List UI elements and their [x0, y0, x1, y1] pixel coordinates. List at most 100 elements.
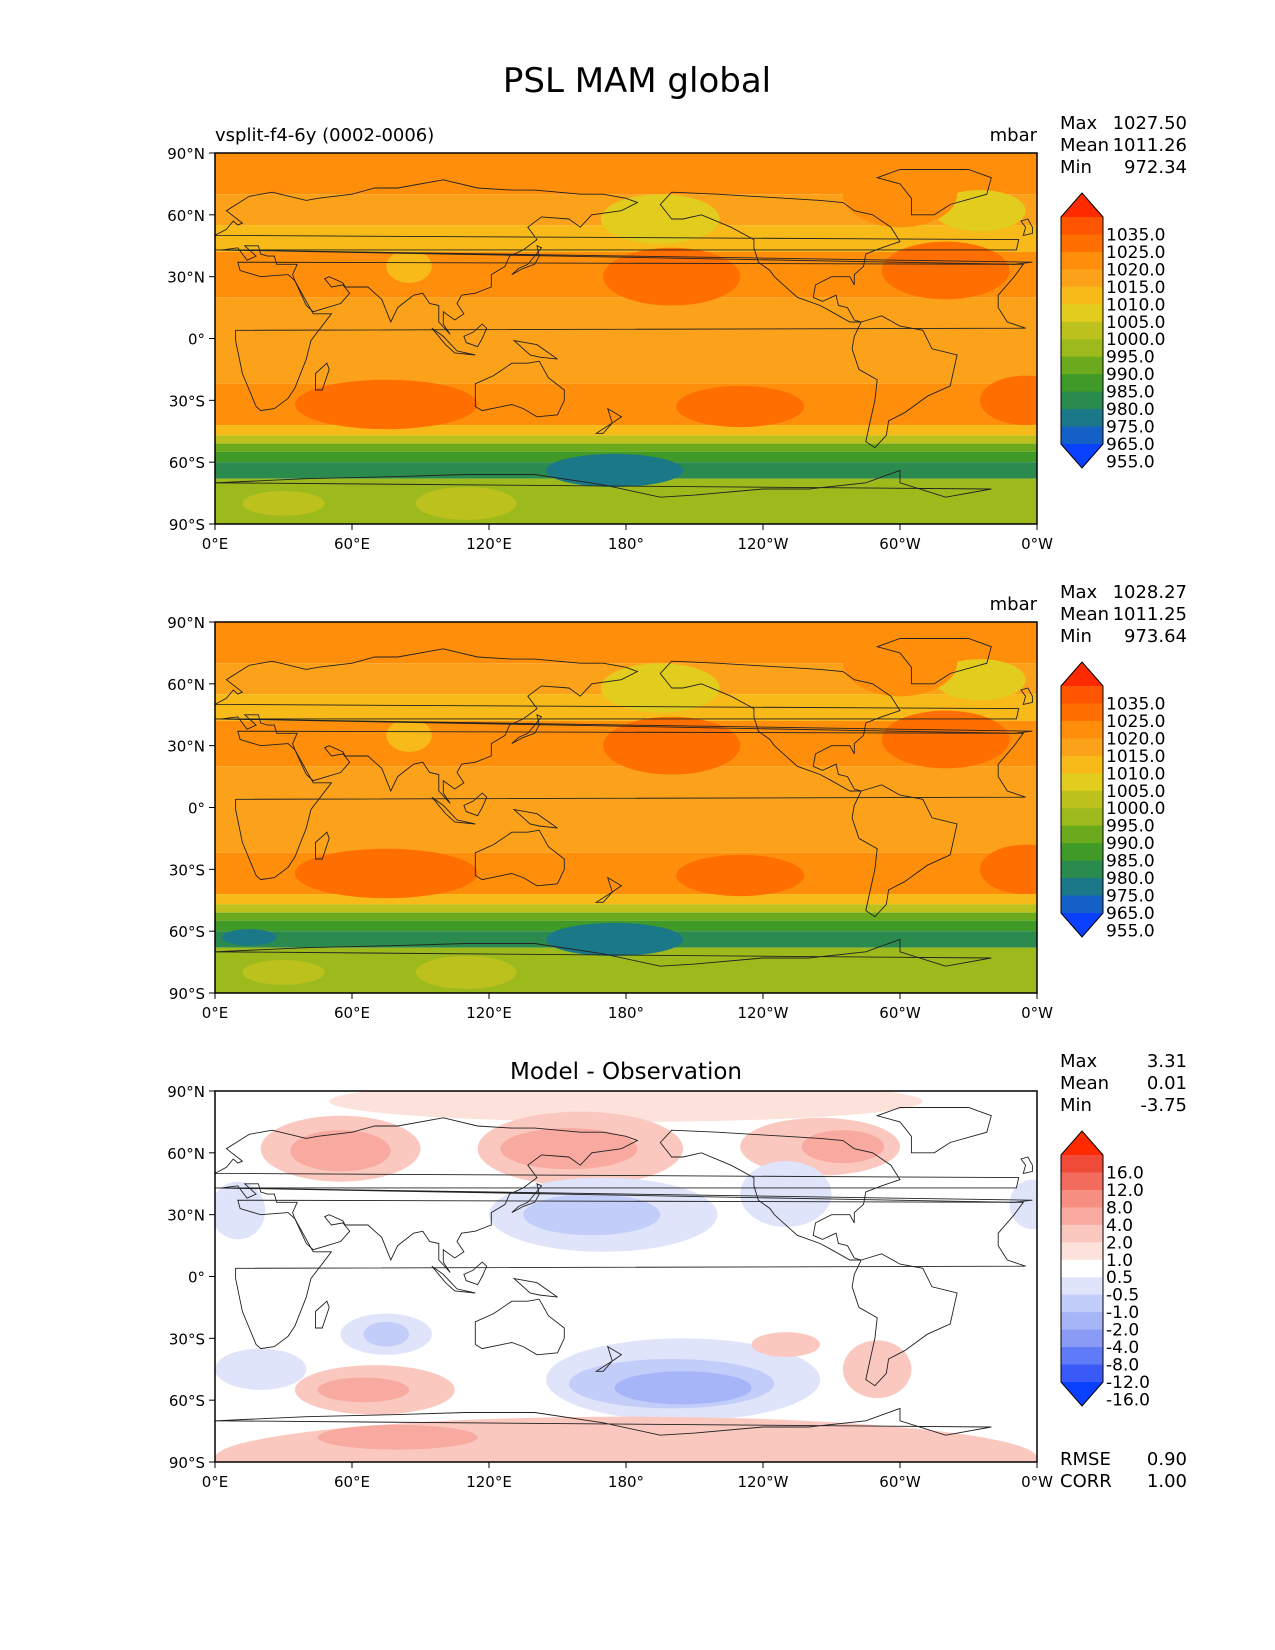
- lat-tick-label: 60°N: [167, 207, 205, 225]
- colorbar-tick-label: -16.0: [1106, 1390, 1150, 1410]
- field-contour: [603, 716, 741, 775]
- colorbar-segment: [1061, 426, 1103, 445]
- field-contour: [242, 960, 325, 985]
- coastline: [431, 796, 476, 825]
- field-contour: [242, 491, 325, 516]
- colorbar-extend-max: [1061, 193, 1103, 217]
- coastline: [463, 1261, 488, 1286]
- coastline: [851, 315, 958, 449]
- coastline: [512, 1277, 558, 1298]
- lon-tick-label: 0°E: [202, 1473, 229, 1491]
- lat-tick-label: 60°S: [169, 923, 205, 941]
- stat-value: -3.75: [1140, 1095, 1187, 1116]
- colorbar-segment: [1061, 1364, 1103, 1383]
- colorbar: 1035.01025.01020.01015.01010.01005.01000…: [1060, 192, 1165, 472]
- coastline: [851, 1253, 958, 1387]
- field-contour: [603, 247, 741, 306]
- lat-tick-label: 30°S: [169, 861, 205, 879]
- colorbar-tick-label: 1015.0: [1106, 747, 1165, 767]
- lat-tick-label: 0°: [188, 331, 205, 349]
- field-contour: [842, 1340, 912, 1399]
- lat-tick-label: 30°N: [167, 1207, 205, 1225]
- lat-tick-label: 90°S: [169, 1454, 205, 1472]
- lat-tick-label: 30°S: [169, 1330, 205, 1348]
- colorbar-extend-min: [1061, 913, 1103, 937]
- coastlines: [215, 169, 1033, 524]
- lon-tick-label: 0°E: [202, 535, 229, 553]
- coastline: [431, 1265, 476, 1294]
- colorbar-segment: [1061, 720, 1103, 739]
- colorbar-segment: [1061, 1207, 1103, 1226]
- lon-tick-label: 0°W: [1021, 1473, 1053, 1491]
- colorbar-tick-label: -1.0: [1106, 1303, 1139, 1323]
- colorbar-segment: [1061, 269, 1103, 288]
- field-contour: [740, 1161, 832, 1228]
- colorbar-segment: [1061, 251, 1103, 270]
- field-contour: [1009, 1179, 1037, 1230]
- coastlines: [215, 1107, 1033, 1462]
- field-band: [215, 912, 1037, 921]
- coastline: [215, 469, 992, 524]
- lon-tick-label: 0°W: [1021, 535, 1053, 553]
- field-contour: [751, 1332, 821, 1357]
- coastline: [215, 1117, 1033, 1273]
- colorbar-tick-label: 980.0: [1106, 400, 1155, 420]
- coastline: [594, 407, 623, 434]
- colorbar-tick-label: -2.0: [1106, 1321, 1139, 1341]
- colorbar-tick-label: 1005.0: [1106, 313, 1165, 333]
- field-contour: [290, 1130, 391, 1172]
- field-contour: [415, 486, 517, 520]
- lat-tick-label: 90°N: [167, 1083, 205, 1101]
- colorbar-tick-label: 965.0: [1106, 904, 1155, 924]
- field-contour: [676, 854, 805, 897]
- colorbar-segment: [1061, 843, 1103, 862]
- field-contour: [600, 194, 720, 244]
- lat-tick-label: 30°S: [169, 392, 205, 410]
- colorbar-tick-label: 975.0: [1106, 887, 1155, 907]
- field-band: [215, 894, 1037, 905]
- coastline: [463, 323, 488, 348]
- colorbar-segment: [1061, 1277, 1103, 1296]
- colorbar-segment: [1061, 790, 1103, 809]
- colorbar-segment: [1061, 878, 1103, 897]
- colorbar-segment: [1061, 217, 1103, 235]
- lat-tick-label: 60°N: [167, 1145, 205, 1163]
- coastline: [315, 362, 330, 391]
- extra-stat-label: RMSE: [1060, 1449, 1111, 1470]
- colorbar-segment: [1061, 703, 1103, 722]
- lon-tick-label: 60°W: [879, 535, 921, 553]
- colorbar-tick-label: 985.0: [1106, 852, 1155, 872]
- coastline: [235, 261, 1026, 412]
- colorbar-tick-label: 975.0: [1106, 418, 1155, 438]
- colorbar-tick-label: 12.0: [1106, 1181, 1144, 1201]
- colorbar-tick-label: 2.0: [1106, 1233, 1133, 1253]
- colorbar-tick-label: 955.0: [1106, 452, 1155, 472]
- lon-tick-label: 0°E: [202, 1004, 229, 1022]
- field-band: [215, 904, 1037, 913]
- coastline: [659, 1129, 901, 1261]
- lon-tick-label: 180°: [608, 1473, 644, 1491]
- lon-tick-label: 120°W: [738, 1473, 789, 1491]
- lon-tick-label: 180°: [608, 1004, 644, 1022]
- extra-stat-label: CORR: [1060, 1471, 1112, 1492]
- coastlines: [215, 638, 1033, 993]
- lat-tick-label: 30°N: [167, 738, 205, 756]
- field-contour: [934, 659, 1026, 701]
- colorbar-segment: [1061, 738, 1103, 757]
- field-contour: [676, 385, 805, 428]
- stat-value: 1011.26: [1113, 135, 1187, 156]
- colorbar-tick-label: 1025.0: [1106, 243, 1165, 263]
- lat-tick-label: 0°: [188, 1269, 205, 1287]
- colorbar-tick-label: 1005.0: [1106, 782, 1165, 802]
- field-contour: [215, 1348, 307, 1390]
- colorbar-tick-label: 995.0: [1106, 817, 1155, 837]
- extra-stat-value: 1.00: [1147, 1471, 1187, 1492]
- lat-tick-label: 90°N: [167, 614, 205, 632]
- coastline: [1020, 687, 1033, 706]
- field-contour: [934, 190, 1026, 232]
- coastline: [512, 808, 558, 829]
- coastline: [315, 1300, 330, 1329]
- coastline: [215, 938, 992, 993]
- stat-label: Min: [1060, 1095, 1092, 1116]
- colorbar-tick-label: 1010.0: [1106, 764, 1165, 784]
